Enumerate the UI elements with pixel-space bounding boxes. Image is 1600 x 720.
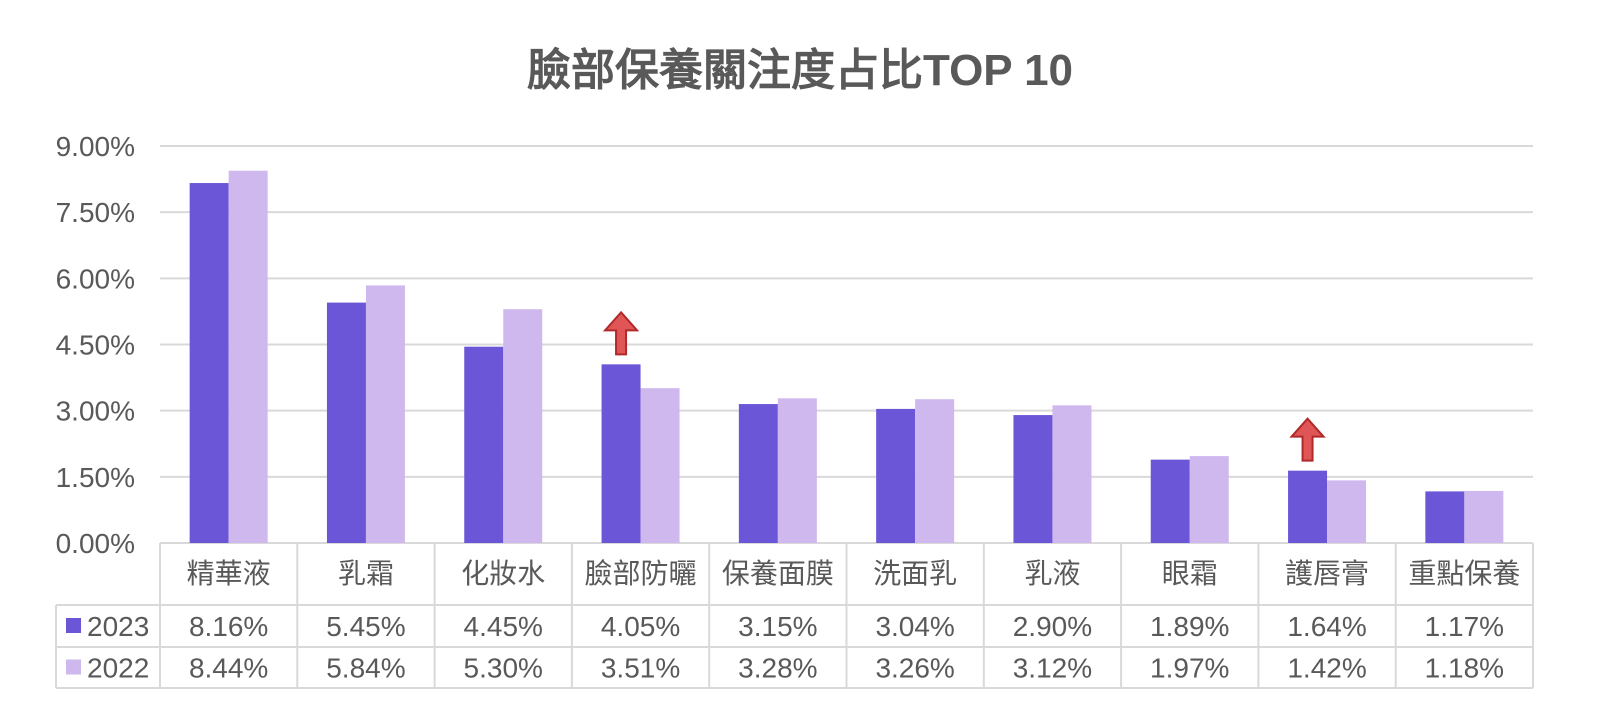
y-tick-label: 6.00% [56, 263, 135, 294]
data-label: 3.04% [875, 611, 954, 642]
bar-2022 [1052, 405, 1092, 543]
data-label: 3.26% [875, 653, 954, 684]
bar-2022 [640, 388, 680, 543]
y-tick-label: 4.50% [56, 330, 135, 361]
category-label: 眼霜 [1162, 558, 1218, 589]
bar-2022 [1464, 490, 1504, 543]
y-tick-label: 1.50% [56, 462, 135, 493]
data-label: 4.45% [464, 611, 543, 642]
bar-2022 [915, 399, 955, 543]
y-tick-label: 9.00% [56, 131, 135, 162]
category-label: 重點保養 [1408, 558, 1520, 589]
category-label: 乳霜 [338, 558, 394, 589]
up-arrow-icon [1289, 417, 1326, 462]
data-label: 3.12% [1013, 653, 1092, 684]
legend-swatch-2022 [66, 659, 81, 675]
data-label: 1.18% [1425, 653, 1504, 684]
y-axis-ticks: 0.00% 1.50% 3.00% 4.50% 6.00% 7.50% 9.00% [56, 131, 135, 559]
category-label: 精華液 [187, 558, 271, 589]
data-label: 1.97% [1150, 653, 1229, 684]
bar-2023 [326, 302, 366, 543]
annotations [602, 310, 1326, 462]
chart-title: 臉部保養關注度占比TOP 10 [527, 46, 1073, 95]
bar-2023 [1425, 491, 1465, 543]
category-label: 乳液 [1024, 558, 1080, 589]
category-label: 洗面乳 [873, 558, 957, 589]
data-label: 1.42% [1287, 653, 1366, 684]
category-label: 保養面膜 [722, 558, 834, 589]
data-label: 1.17% [1425, 611, 1504, 642]
data-table: 精華液 乳霜 化妝水 臉部防曬 保養面膜 洗面乳 乳液 眼霜 護唇膏 重點保養 2023 8.16% 5… [55, 543, 1534, 689]
bar-2023 [189, 183, 229, 543]
data-label: 8.44% [189, 653, 268, 684]
bar-2022 [365, 285, 405, 543]
category-label: 化妝水 [461, 558, 545, 589]
category-label: 護唇膏 [1285, 558, 1369, 589]
bar-2022 [503, 309, 543, 543]
legend-label: 2022 [87, 653, 149, 684]
data-label: 5.45% [326, 611, 405, 642]
legend-label: 2023 [87, 611, 149, 642]
bar-2022 [1189, 456, 1229, 543]
data-label: 5.30% [464, 653, 543, 684]
data-label: 3.51% [601, 653, 680, 684]
legend-swatch-2023 [66, 618, 81, 633]
data-label: 1.89% [1150, 611, 1229, 642]
data-label: 3.15% [738, 611, 817, 642]
data-label: 3.28% [738, 653, 817, 684]
data-label: 4.05% [601, 611, 680, 642]
bar-2022 [777, 398, 817, 543]
data-label: 1.64% [1287, 611, 1366, 642]
y-tick-label: 3.00% [56, 396, 135, 427]
data-label: 2.90% [1013, 611, 1092, 642]
category-label: 臉部防曬 [585, 558, 697, 589]
up-arrow-icon [602, 310, 640, 356]
bar-2023 [1150, 459, 1190, 543]
data-label: 8.16% [189, 611, 268, 642]
bar-2023 [601, 364, 641, 543]
y-tick-label: 7.50% [56, 197, 135, 228]
data-label: 5.84% [326, 653, 405, 684]
bar-2023 [464, 346, 504, 543]
bar-2022 [228, 170, 268, 544]
bars [189, 170, 1504, 544]
bar-2023 [1288, 470, 1328, 543]
bar-2023 [1013, 415, 1053, 543]
bar-2023 [876, 408, 916, 543]
bar-2023 [738, 404, 778, 543]
y-tick-label: 0.00% [56, 528, 135, 559]
bar-2022 [1327, 480, 1367, 543]
